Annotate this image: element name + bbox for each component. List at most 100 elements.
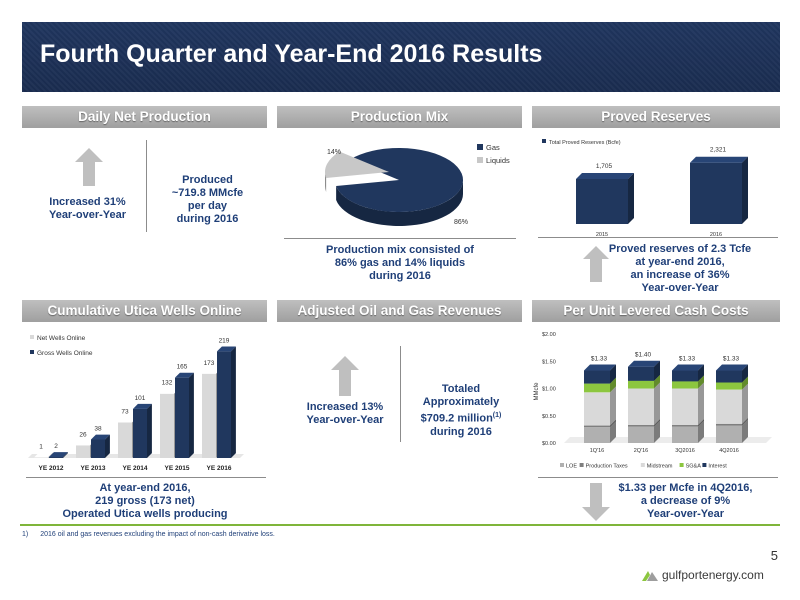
utica-data-label: 132 <box>162 380 173 387</box>
revenues-header: Adjusted Oil and Gas Revenues <box>277 300 522 322</box>
cost-total-label: $1.33 <box>591 356 608 363</box>
title-bar: Fourth Quarter and Year-End 2016 Results <box>22 22 780 92</box>
pie-slice-gas <box>336 148 463 212</box>
utica-wells-header: Cumulative Utica Wells Online <box>22 300 267 322</box>
cost-tick-label: 2Q'16 <box>634 448 649 454</box>
legend-label: Midstream <box>647 464 673 470</box>
arrow-down-icon <box>582 483 610 521</box>
y-tick-label: $1.50 <box>542 359 556 365</box>
reserves-data-label: 1,705 <box>596 163 613 170</box>
legend-swatch <box>477 144 483 150</box>
cost-segment-interest <box>628 360 660 381</box>
utica-bar <box>217 346 236 458</box>
utica-tick-label: YE 2013 <box>81 465 106 472</box>
reserves-bar <box>576 172 634 224</box>
y-tick-label: $0.00 <box>542 441 556 447</box>
y-tick-label: $1.00 <box>542 387 556 393</box>
proved-reserves-caption: Proved reserves of 2.3 Tcfe at year-end … <box>608 243 752 294</box>
legend-swatch <box>560 463 564 467</box>
production-mix-header: Production Mix <box>277 106 522 128</box>
legend-label: Net Wells Online <box>37 335 86 342</box>
utica-wells-caption: At year-end 2016, 219 gross (173 net) Op… <box>62 482 228 520</box>
arrow-up-icon <box>75 148 103 186</box>
pie-slice-side <box>325 172 327 192</box>
utica-data-label: 1 <box>39 444 43 451</box>
pie-slice-side <box>336 180 463 226</box>
footer-divider <box>20 524 780 526</box>
legend-label: Interest <box>708 464 727 470</box>
company-logo[interactable]: gulfportenergy.com <box>642 568 764 582</box>
y-axis-label: MMcfe <box>534 382 540 401</box>
unit-costs-header: Per Unit Levered Cash Costs <box>532 300 780 322</box>
reserves-data-label: 2,321 <box>710 147 727 154</box>
reserves-tick-label: 2015 <box>596 232 608 238</box>
reserves-bar <box>690 156 748 224</box>
legend-swatch <box>679 463 684 467</box>
logo-mark-icon <box>642 571 658 581</box>
cost-segment-interest <box>672 364 704 382</box>
daily-net-production-header: Daily Net Production <box>22 106 267 128</box>
divider <box>284 238 516 239</box>
cost-segment-midstream <box>628 382 660 426</box>
legend-swatch <box>579 463 584 467</box>
production-mix-chart: 86% 14% Gas Liquids <box>325 143 510 226</box>
cost-total-label: $1.33 <box>723 356 740 363</box>
legend-label: Total Proved Reserves (Bcfe) <box>549 140 621 146</box>
divider <box>26 477 266 478</box>
divider <box>400 346 401 442</box>
utica-bar <box>175 372 194 458</box>
utica-data-label: 165 <box>177 364 188 371</box>
cost-tick-label: 4Q2016 <box>719 448 739 454</box>
page-number: 5 <box>770 548 778 563</box>
utica-bar <box>34 452 53 458</box>
utica-bar <box>91 434 110 458</box>
utica-data-label: 173 <box>204 360 215 367</box>
utica-data-label: 2 <box>54 443 58 450</box>
utica-wells-chart: Net Wells Online Gross Wells Online 1 2 YE 2… <box>28 335 244 472</box>
utica-data-label: 101 <box>135 395 146 402</box>
cost-tick-label: 3Q2016 <box>675 448 695 454</box>
proved-reserves-header: Proved Reserves <box>532 106 780 128</box>
pie-label-liquids: 14% <box>327 149 341 156</box>
utica-data-label: 219 <box>219 337 230 344</box>
legend-swatch <box>30 350 34 354</box>
cost-segment-interest <box>716 364 748 383</box>
legend-label: SG&A <box>686 464 702 470</box>
utica-data-label: 73 <box>121 408 129 415</box>
cost-segment-midstream <box>716 383 748 424</box>
legend-label: Liquids <box>486 156 510 165</box>
utica-tick-label: YE 2015 <box>165 465 190 472</box>
production-mix-caption: Production mix consisted of 86% gas and … <box>326 244 474 282</box>
cost-total-label: $1.33 <box>679 356 696 363</box>
y-tick-label: $2.00 <box>542 332 556 338</box>
page-title: Fourth Quarter and Year-End 2016 Results <box>40 40 543 68</box>
proved-reserves-chart: Total Proved Reserves (Bcfe) 1,705 2015 2,3… <box>542 139 748 238</box>
unit-costs-caption: $1.33 per Mcfe in 4Q2016, a decrease of … <box>618 482 753 520</box>
produced-text: Produced ~719.8 MMcfe per day during 201… <box>171 174 244 225</box>
reserves-tick-label: 2016 <box>710 232 722 238</box>
cost-segment-midstream <box>672 382 704 426</box>
legend-swatch <box>30 335 34 339</box>
production-increase-text: Increased 31% Year-over-Year <box>48 196 127 221</box>
arrow-up-icon <box>331 356 359 396</box>
legend-swatch <box>702 463 707 467</box>
utica-bar <box>133 403 152 458</box>
utica-bar <box>49 452 68 458</box>
cost-total-label: $1.40 <box>635 352 652 359</box>
utica-tick-label: YE 2016 <box>207 465 232 472</box>
utica-data-label: 38 <box>94 425 102 432</box>
legend-swatch <box>640 463 645 467</box>
legend-label: Gross Wells Online <box>37 350 93 357</box>
utica-data-label: 26 <box>79 431 87 438</box>
pie-label-gas: 86% <box>454 219 468 226</box>
utica-tick-label: YE 2014 <box>123 465 148 472</box>
legend-label: LOE <box>566 464 577 470</box>
pie-slice-liquids <box>325 151 389 178</box>
revenues-increase-text: Increased 13% Year-over-Year <box>306 401 384 426</box>
legend-swatch <box>477 157 483 163</box>
divider <box>538 477 778 478</box>
divider <box>146 140 147 232</box>
revenues-total-text: Totaled Approximately $709.2 million(1) … <box>420 383 502 438</box>
cost-tick-label: 1Q'16 <box>590 448 605 454</box>
divider <box>538 237 778 238</box>
